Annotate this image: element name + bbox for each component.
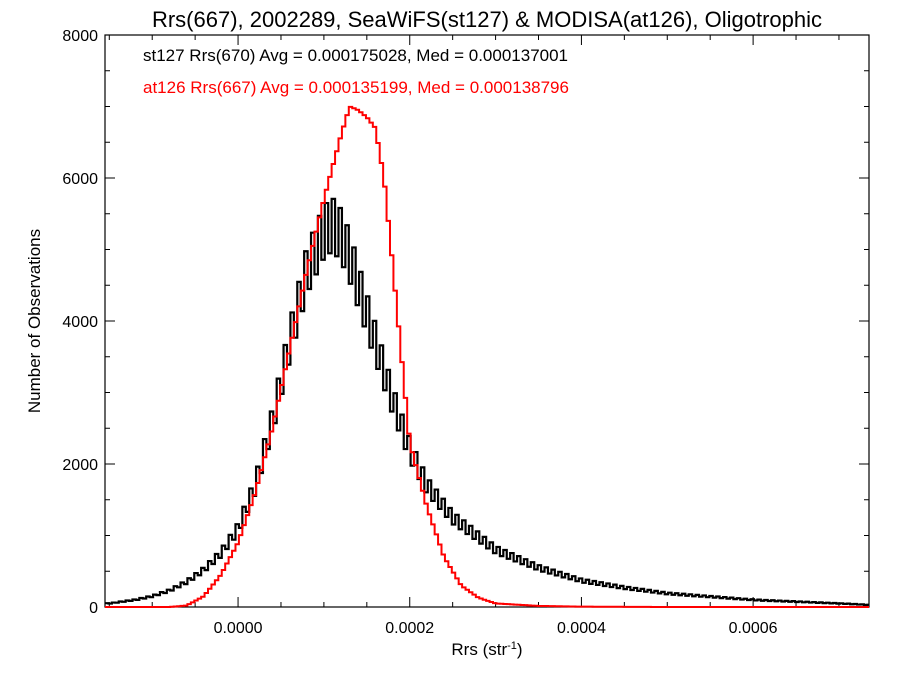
axis-ticks (105, 34, 869, 608)
x-tick-labels: 0.0000 0.0002 0.0004 0.0006 (214, 620, 778, 637)
plot-border (104, 34, 870, 608)
plot-area (104, 34, 870, 608)
y-tick-label: 2000 (62, 457, 98, 474)
x-tick-label: 0.0006 (729, 620, 778, 637)
legend-entry-st127: st127 Rrs(670) Avg = 0.000175028, Med = … (143, 46, 568, 65)
series-layer (105, 105, 869, 608)
chart-title: Rrs(667), 2002289, SeaWiFS(st127) & MODI… (152, 7, 822, 32)
x-axis-label: Rrs (str-1) (451, 640, 522, 659)
y-tick-label: 0 (89, 600, 98, 617)
y-tick-label: 4000 (62, 314, 98, 331)
y-tick-label: 8000 (62, 28, 98, 45)
y-tick-labels: 0 2000 4000 6000 8000 (62, 28, 98, 617)
legend-entry-at126: at126 Rrs(667) Avg = 0.000135199, Med = … (143, 78, 569, 97)
series-st127-histogram (105, 197, 869, 606)
y-tick-label: 6000 (62, 171, 98, 188)
x-tick-label: 0.0004 (557, 620, 606, 637)
x-tick-label: 0.0002 (385, 620, 434, 637)
y-axis-label: Number of Observations (25, 229, 44, 413)
series-at126-histogram (105, 105, 869, 608)
x-axis-label-close: ) (517, 640, 523, 659)
x-axis-label-superscript: -1 (507, 640, 517, 652)
x-axis-label-main: Rrs (str (451, 640, 507, 659)
x-tick-label: 0.0000 (214, 620, 263, 637)
